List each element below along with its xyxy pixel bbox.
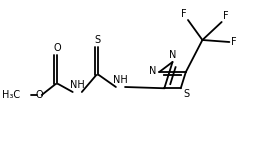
Text: O: O bbox=[35, 90, 43, 100]
Text: F: F bbox=[223, 11, 229, 21]
Text: O: O bbox=[53, 43, 61, 53]
Text: S: S bbox=[95, 35, 101, 45]
Text: NH: NH bbox=[70, 80, 85, 90]
Text: H₃C: H₃C bbox=[2, 90, 20, 100]
Text: F: F bbox=[231, 37, 237, 47]
Text: NH: NH bbox=[113, 75, 128, 86]
Text: N: N bbox=[169, 50, 176, 60]
Text: S: S bbox=[183, 89, 189, 99]
Text: F: F bbox=[181, 9, 187, 19]
Text: N: N bbox=[149, 66, 156, 76]
